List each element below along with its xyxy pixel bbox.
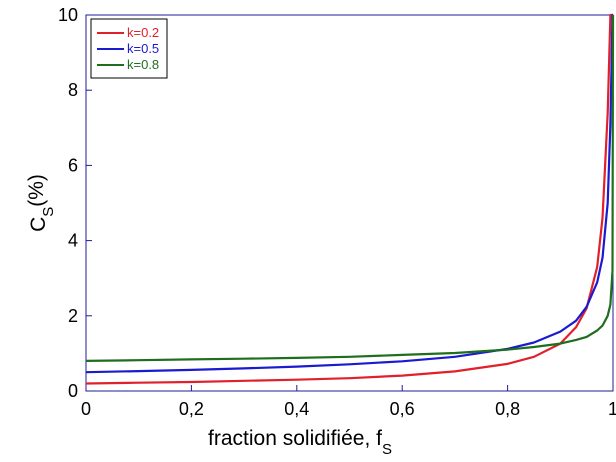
- x-tick-label: 0,4: [284, 399, 309, 419]
- x-axis: 0 0,2 0,4 0,6 0,8 1: [81, 385, 616, 419]
- legend-label: k=0.2: [127, 25, 159, 40]
- y-tick-label: 4: [68, 231, 78, 251]
- x-tick-label: 0,6: [390, 399, 415, 419]
- series-line-2: [85, 13, 614, 374]
- y-tick-label: 2: [68, 306, 78, 326]
- legend-label: k=0.8: [127, 57, 159, 72]
- y-axis-title-main: C: [27, 217, 50, 232]
- y-tick-label: 0: [68, 381, 78, 401]
- y-axis: 0 2 4 6 8 10: [58, 5, 92, 401]
- y-axis-title: CS(%): [25, 174, 57, 232]
- legend: k=0.2k=0.5k=0.8: [90, 18, 168, 79]
- x-axis-title-main: fraction solidifiée, f: [208, 427, 382, 450]
- x-tick-label: 0,8: [495, 399, 520, 419]
- series-line-3: [85, 14, 615, 362]
- y-tick-label: 10: [58, 5, 78, 25]
- series-lines: [85, 13, 615, 385]
- y-axis-title-suffix: (%): [25, 174, 48, 207]
- x-axis-title: fraction solidifiée, fS: [208, 427, 392, 458]
- x-tick-label: 0,2: [179, 399, 204, 419]
- series-line-1: [85, 13, 614, 385]
- x-axis-title-subscript: S: [382, 441, 392, 458]
- y-tick-label: 8: [68, 80, 78, 100]
- x-tick-label: 1: [608, 399, 616, 419]
- legend-label: k=0.5: [127, 41, 159, 56]
- x-tick-label: 0: [81, 399, 91, 419]
- y-tick-label: 6: [68, 155, 78, 175]
- y-axis-title-subscript: S: [40, 207, 57, 217]
